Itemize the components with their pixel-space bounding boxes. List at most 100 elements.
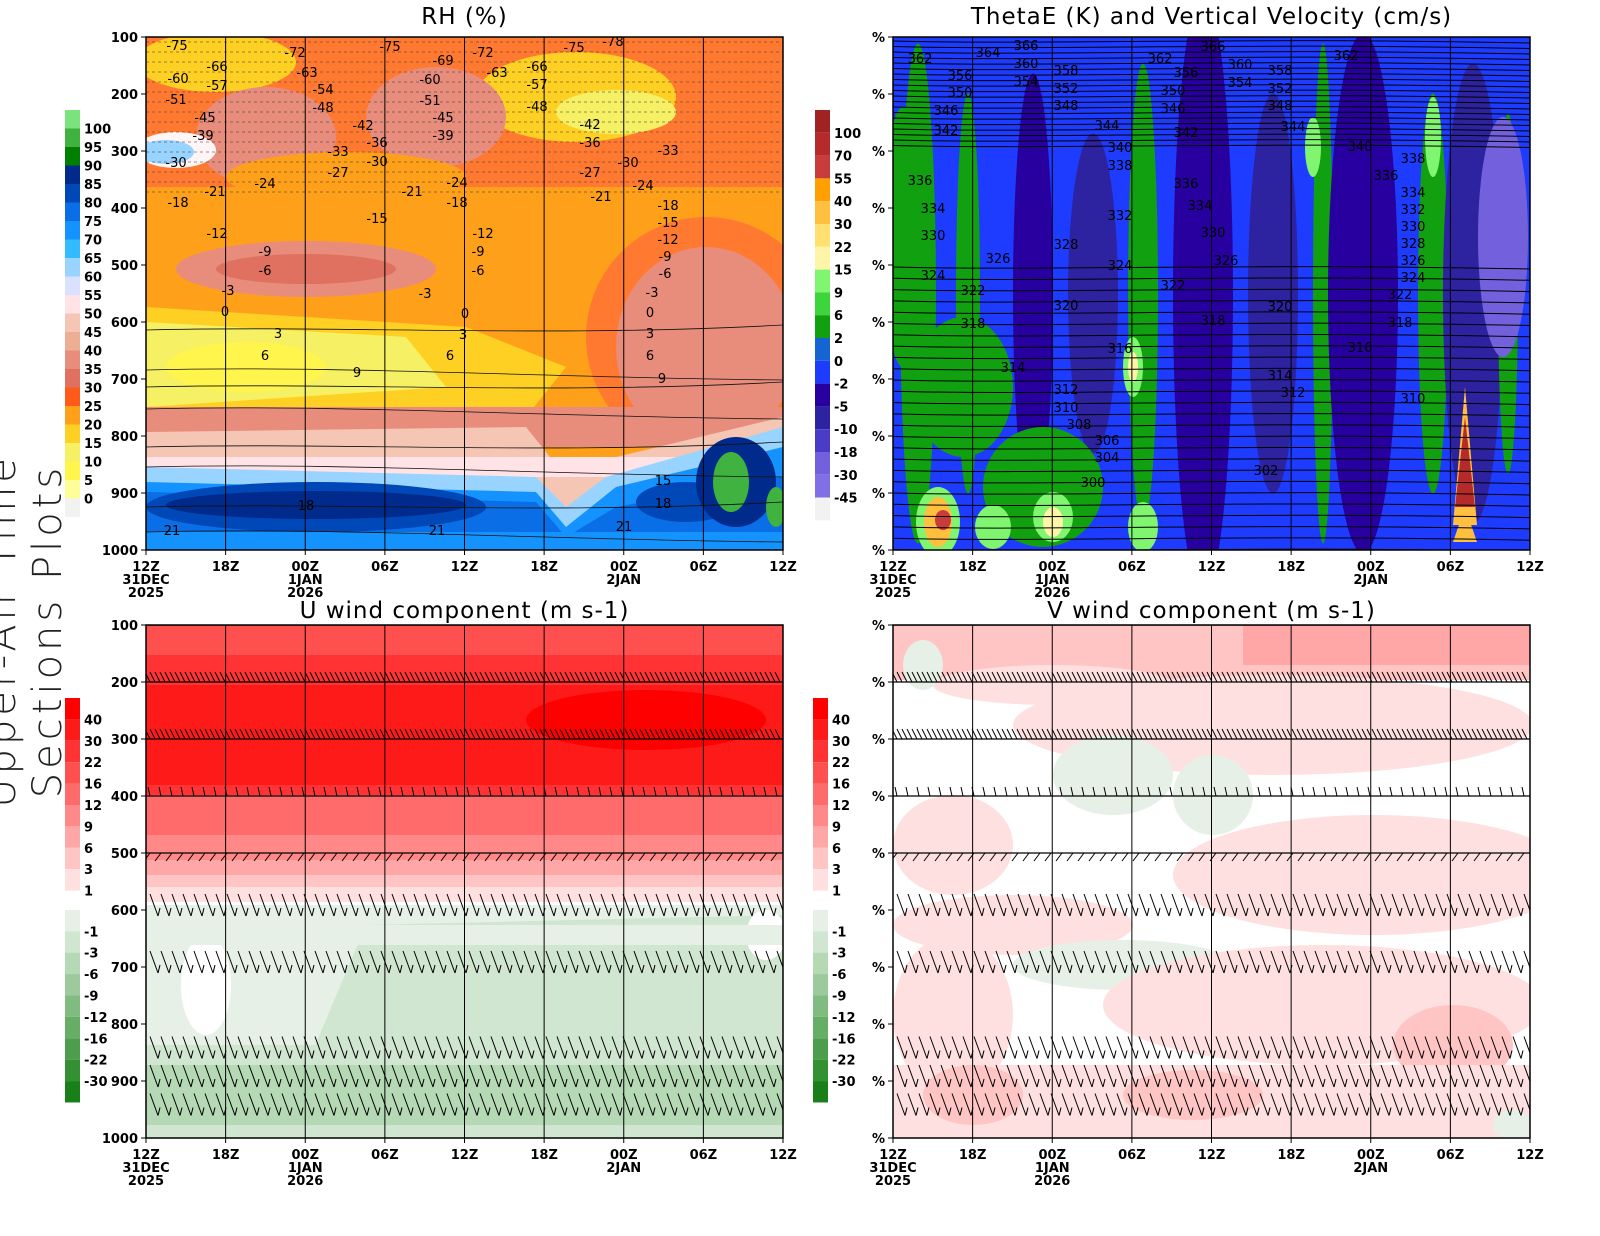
wind-barb: [184, 728, 191, 740]
wind-barb: [1267, 1078, 1271, 1088]
wind-barb: [1135, 907, 1139, 917]
wind-barb: [732, 1093, 742, 1116]
wind-barb: [973, 893, 983, 917]
wind-barb: [565, 786, 569, 797]
wind-barb: [729, 625, 730, 626]
wind-barb: [1416, 728, 1423, 740]
wind-barb: [190, 907, 194, 917]
wind-barb: [1223, 1107, 1227, 1116]
wind-barb: [179, 1050, 183, 1059]
wind-barb: [961, 671, 968, 683]
wind-barb: [248, 893, 258, 917]
colorbar-label: -18: [834, 446, 858, 461]
field-region: [893, 107, 923, 367]
wind-barb: [234, 671, 241, 683]
wind-barb: [996, 728, 1003, 740]
wind-barb: [334, 728, 341, 740]
wind-barb: [1126, 728, 1133, 740]
wind-barb: [1132, 852, 1140, 862]
wind-barb: [732, 893, 742, 917]
wind-barb: [501, 893, 511, 917]
y-tick-label: %: [872, 430, 885, 445]
wind-barb: [344, 907, 348, 917]
wind-barb: [1511, 728, 1518, 740]
wind-barb: [1347, 1093, 1357, 1116]
wind-barb: [269, 625, 270, 626]
wind-barb: [754, 625, 755, 626]
wind-barb: [1212, 1078, 1216, 1088]
wind-barb: [154, 671, 161, 683]
wind-barb: [1402, 1064, 1412, 1088]
wind-barb: [171, 950, 181, 974]
wind-barb: [1234, 1050, 1238, 1059]
wind-barb: [1256, 671, 1263, 683]
wind-barb: [589, 1093, 599, 1116]
wind-barb: [1322, 964, 1326, 974]
wind-barb: [644, 893, 654, 917]
wind-barb: [649, 625, 650, 626]
wind-barb: [659, 671, 666, 683]
contour-label: 346: [1161, 102, 1186, 117]
wind-barb: [1426, 671, 1433, 683]
wind-barb: [1016, 671, 1023, 683]
wind-barb: [1091, 1107, 1095, 1116]
colorbar-box: [815, 269, 830, 293]
wind-barb: [1381, 671, 1388, 683]
wind-barb: [1266, 728, 1273, 740]
wind-barb: [719, 671, 726, 683]
x-date-label: 2JAN: [606, 573, 641, 588]
colorbar-label: -45: [834, 492, 858, 507]
wind-barb: [1196, 728, 1203, 740]
wind-barb: [191, 786, 195, 797]
wind-barb: [765, 950, 775, 974]
wind-barb: [1138, 950, 1148, 974]
wind-barb: [1487, 1078, 1491, 1088]
wind-barb: [534, 1036, 544, 1059]
wind-barb: [649, 852, 657, 862]
wind-barb: [1355, 907, 1359, 917]
wind-barb: [499, 671, 506, 683]
wind-barb: [1355, 964, 1359, 974]
wind-barb: [1066, 728, 1073, 740]
wind-barb: [907, 1064, 917, 1088]
wind-barb: [1101, 671, 1108, 683]
wind-barb: [190, 1050, 194, 1059]
wind-barb: [633, 950, 643, 974]
wind-barb: [1179, 1078, 1183, 1088]
contour-label: 326: [986, 252, 1011, 267]
wind-barb: [1091, 1050, 1095, 1059]
contour-label: 362: [1334, 49, 1359, 64]
wind-barb: [194, 728, 201, 740]
wind-barb: [1479, 1036, 1489, 1059]
wind-barb: [1476, 964, 1480, 974]
wind-barb: [159, 671, 166, 683]
wind-barb: [300, 964, 304, 974]
colorbar-label: 10: [84, 456, 102, 471]
wind-barb: [904, 1078, 908, 1088]
wind-barb: [744, 671, 751, 683]
wind-barb: [941, 625, 942, 626]
wind-barb: [446, 1036, 456, 1059]
wind-barb: [907, 893, 917, 917]
wind-barb: [1212, 907, 1216, 917]
wind-barb: [159, 728, 166, 740]
wind-barb: [996, 625, 997, 626]
wind-barb: [600, 950, 610, 974]
wind-barb: [1432, 907, 1436, 917]
wind-barb: [1259, 1064, 1269, 1088]
wind-barb: [721, 1036, 731, 1059]
wind-barb: [512, 1093, 522, 1116]
wind-barb: [1454, 1050, 1458, 1059]
wind-barb: [414, 671, 421, 683]
wind-barb: [948, 1050, 952, 1059]
wind-barb: [1125, 786, 1129, 797]
y-tick-label: %: [872, 676, 885, 691]
wind-barb: [379, 728, 386, 740]
wind-barb: [749, 728, 756, 740]
wind-barb: [669, 671, 676, 683]
wind-barb: [421, 907, 425, 917]
wind-barb: [718, 1107, 722, 1116]
wind-barb: [1501, 728, 1508, 740]
wind-barb: [402, 893, 412, 917]
wind-barb: [611, 950, 621, 974]
